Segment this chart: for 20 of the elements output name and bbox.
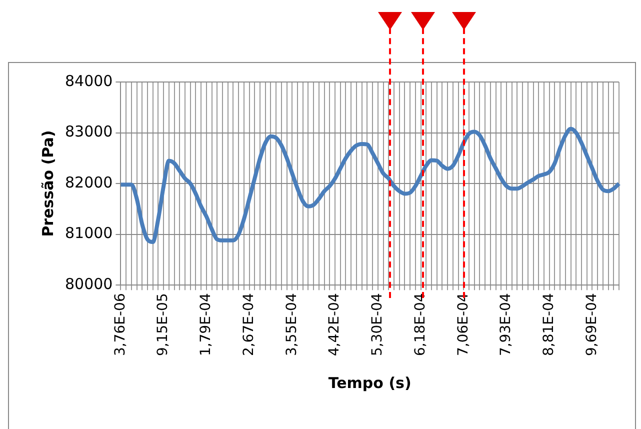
x-tick-label: 2,67E-04: [240, 293, 257, 356]
x-tick-label: 3,55E-04: [284, 293, 300, 356]
line-series: [118, 126, 621, 244]
x-tick-label: 9,15E-05: [155, 293, 172, 356]
x-tick-label: 6,18E-04: [412, 293, 428, 356]
y-tick-label: 82000: [65, 173, 113, 192]
y-tick-label: 81000: [65, 224, 113, 242]
y-axis-title: Pressão (Pa): [38, 130, 57, 237]
x-tick-label: 1,79E-04: [198, 293, 214, 356]
x-tick-label: 7,93E-04: [498, 293, 514, 356]
y-tick-label: 80000: [65, 275, 113, 294]
x-axis-title: Tempo (s): [328, 374, 412, 392]
x-tick-label: 5,30E-04: [370, 293, 386, 356]
x-tick-label: 3,76E-06: [112, 293, 128, 356]
x-tick-label: 7,06E-04: [455, 293, 472, 356]
y-tick-label: 84000: [65, 72, 113, 90]
x-tick-label: 9,69E-04: [584, 293, 600, 356]
x-tick-label: 8,81E-04: [540, 293, 557, 356]
y-tick-label: 83000: [65, 122, 113, 141]
x-tick-label: 4,42E-04: [326, 293, 343, 356]
